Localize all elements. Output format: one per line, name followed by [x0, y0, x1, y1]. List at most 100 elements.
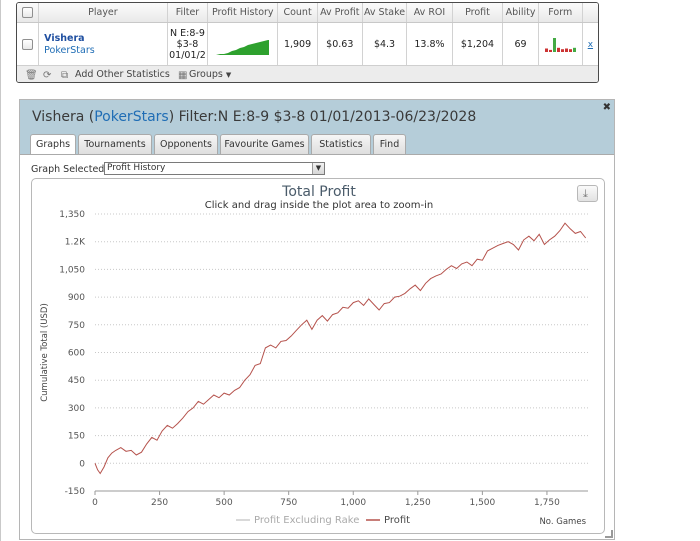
player-cell: Vishera PokerStars: [38, 22, 168, 68]
graph-window-header: Vishera (PokerStars) Filter:N E:8-9 $3-8…: [20, 100, 614, 155]
add-statistics-icon: ⧉: [61, 70, 69, 81]
chart-subtitle: Click and drag inside the plot area to z…: [204, 200, 434, 211]
left-border: [0, 0, 1, 541]
filter-line: $3-8: [176, 39, 199, 50]
y-tick-label: 150: [68, 432, 85, 442]
title-player: Vishera: [32, 109, 85, 125]
y-tick-label: 750: [68, 321, 85, 331]
y-tick-label: 1,050: [59, 265, 85, 275]
stats-toolbar: 🗑 ⟳ ⧉ Add Other Statistics ▦ Groups ▼: [17, 65, 598, 82]
download-icon: ⤓: [583, 187, 588, 200]
profit-history-sparkline[interactable]: [208, 23, 277, 64]
player-stats-panel: Player Filter Profit History Count Av Pr…: [16, 2, 599, 83]
profit-chart-svg[interactable]: -150 0 150 300 450 600 750 900 1,050 1.2K 1,350 0 25…: [32, 179, 606, 535]
column-header-count[interactable]: Count: [277, 3, 318, 23]
title-filter: Filter:N E:8-9 $3-8 01/01/2013-06/23/202…: [178, 109, 477, 125]
x-tick-label: 1,000: [340, 498, 366, 508]
x-tick-label: 250: [151, 498, 168, 508]
x-tick-label: 1,750: [534, 498, 560, 508]
add-other-statistics-button[interactable]: Add Other Statistics: [75, 69, 170, 80]
player-site-link[interactable]: PokerStars: [44, 44, 95, 56]
form-bar: [548, 49, 552, 52]
row-checkbox[interactable]: [22, 39, 34, 50]
column-header-filter[interactable]: Filter: [167, 3, 209, 23]
tab-tournaments[interactable]: Tournaments: [78, 134, 152, 154]
x-tick-label: 0: [92, 498, 98, 508]
x-tick-label: 1,500: [469, 498, 495, 508]
remove-cell: x: [582, 22, 598, 68]
player-stats-table: Player Filter Profit History Count Av Pr…: [17, 3, 598, 68]
column-header-profit-history[interactable]: Profit History: [207, 3, 279, 23]
stats-header-row: Player Filter Profit History Count Av Pr…: [17, 3, 598, 23]
legend-item[interactable]: Profit: [384, 515, 410, 526]
column-header-av-roi[interactable]: Av ROI: [406, 3, 453, 23]
chevron-down-icon[interactable]: ▼: [312, 163, 324, 174]
profit-history-cell[interactable]: [207, 22, 279, 68]
column-header-form[interactable]: Form: [538, 3, 583, 23]
y-tick-label: 0: [79, 459, 85, 469]
sparkline-area: [216, 39, 270, 55]
graph-selected-dropdown[interactable]: Profit History ▼: [104, 162, 325, 175]
form-bar: [556, 47, 560, 52]
filter-line: N E:8-9: [170, 28, 205, 39]
av-profit-value: $0.63: [317, 22, 363, 68]
form-bar: [544, 48, 548, 52]
tab-statistics[interactable]: Statistics: [311, 134, 371, 154]
profit-chart[interactable]: -150 0 150 300 450 600 750 900 1,050 1.2K 1,350 0 25…: [31, 178, 605, 534]
count-value: 1,909: [277, 22, 318, 68]
player-graph-window: Vishera (PokerStars) Filter:N E:8-9 $3-8…: [19, 99, 615, 540]
refresh-icon[interactable]: ⟳: [43, 70, 52, 81]
title-site-link[interactable]: PokerStars: [94, 109, 169, 125]
form-chart: [544, 37, 576, 52]
y-tick-label: 1,350: [59, 210, 85, 220]
tab-find[interactable]: Find: [373, 134, 406, 154]
x-tick-label: 500: [216, 498, 233, 508]
row-select-cell: [17, 22, 40, 68]
filter-line: 01/01/2: [169, 50, 206, 61]
x-axis-label: No. Games: [539, 517, 586, 527]
form-bar: [560, 48, 564, 52]
av-roi-value: 13.8%: [406, 22, 453, 68]
graph-selected-value: Profit History: [107, 163, 166, 173]
player-name-link[interactable]: Vishera: [44, 32, 85, 44]
y-tick-label: 450: [68, 376, 85, 386]
profit-value: $1,204: [452, 22, 504, 68]
close-icon[interactable]: ✖: [602, 102, 611, 113]
x-tick-label: 1,250: [405, 498, 431, 508]
legend-item[interactable]: Profit Excluding Rake: [254, 515, 359, 526]
tab-graphs[interactable]: Graphs: [30, 134, 76, 155]
av-stake-value: $4.3: [362, 22, 408, 68]
select-all-checkbox[interactable]: [22, 6, 34, 18]
form-cell: [538, 22, 583, 68]
column-header-av-profit[interactable]: Av Profit: [317, 3, 363, 23]
filter-cell: N E:8-9 $3-8 01/01/2: [167, 22, 209, 68]
tab-favourite-games[interactable]: Favourite Games: [220, 134, 309, 154]
column-header-profit[interactable]: Profit: [452, 3, 504, 23]
table-row: Vishera PokerStars N E:8-9 $3-8 01/01/2 …: [17, 22, 598, 68]
series-line-profit[interactable]: [94, 222, 587, 475]
form-bar: [552, 37, 556, 52]
remove-player-link[interactable]: x: [587, 40, 594, 50]
column-header-player[interactable]: Player: [38, 3, 168, 23]
form-bar: [564, 48, 568, 52]
trash-icon[interactable]: 🗑: [25, 70, 38, 81]
groups-icon: ▦: [178, 70, 188, 81]
chevron-down-icon: ▼: [225, 71, 232, 79]
column-header-ability[interactable]: Ability: [502, 3, 539, 23]
download-chart-button[interactable]: ⤓: [577, 185, 598, 202]
groups-dropdown[interactable]: Groups ▼: [189, 69, 231, 80]
select-all-header[interactable]: [17, 3, 40, 23]
y-tick-label: -150: [65, 487, 86, 497]
y-tick-label: 300: [68, 404, 85, 414]
tab-opponents[interactable]: Opponents: [154, 134, 218, 154]
y-tick-label: 1.2K: [65, 238, 86, 248]
graph-window-title: Vishera (PokerStars) Filter:N E:8-9 $3-8…: [32, 109, 477, 125]
column-header-av-stake[interactable]: Av Stake: [362, 3, 408, 23]
form-bar: [572, 47, 576, 52]
graph-selected-label: Graph Selected:: [31, 164, 108, 175]
y-tick-label: 600: [68, 349, 85, 359]
x-tick-label: 750: [280, 498, 297, 508]
resize-handle[interactable]: [605, 530, 613, 538]
form-bar: [568, 48, 572, 52]
y-tick-label: 900: [68, 293, 85, 303]
